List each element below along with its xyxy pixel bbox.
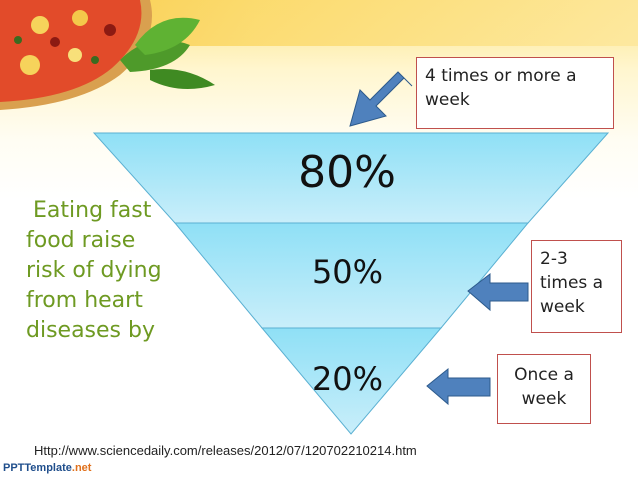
callout-line: 2-3 <box>540 249 568 269</box>
callout-line: Once a <box>514 365 574 385</box>
callout-line: 4 times or more a <box>425 66 577 86</box>
source-citation: Http://www.sciencedaily.com/releases/201… <box>34 443 417 458</box>
side-text-line: diseases by <box>26 318 155 343</box>
pizza-slice-image <box>0 0 215 110</box>
funnel-label-middle: 50% <box>311 253 384 291</box>
funnel-label-top: 80% <box>298 147 396 198</box>
funnel-label-bottom: 20% <box>311 360 384 398</box>
brand-logo: PPTTemplate.net <box>3 462 92 474</box>
callout-frequency-medium: 2-3 times a week <box>531 240 622 333</box>
arrow-left-icon <box>467 272 529 312</box>
arrow-down-left-icon <box>349 71 413 127</box>
callout-frequency-low: Once a week <box>497 354 591 424</box>
arrow-left-icon <box>426 367 491 406</box>
callout-frequency-high: 4 times or more a week <box>416 57 614 129</box>
callout-line: week <box>540 297 585 317</box>
side-text-line: food raise <box>26 228 136 253</box>
side-text-line: from heart <box>26 288 143 313</box>
callout-line: times a <box>540 273 604 293</box>
side-text: Eating fast food raise risk of dying fro… <box>26 196 226 346</box>
callout-line: week <box>521 389 567 409</box>
callout-line: week <box>425 90 470 110</box>
side-text-line: risk of dying <box>26 258 162 283</box>
funnel-level-bottom <box>260 327 443 435</box>
side-text-line: Eating fast <box>33 198 152 223</box>
